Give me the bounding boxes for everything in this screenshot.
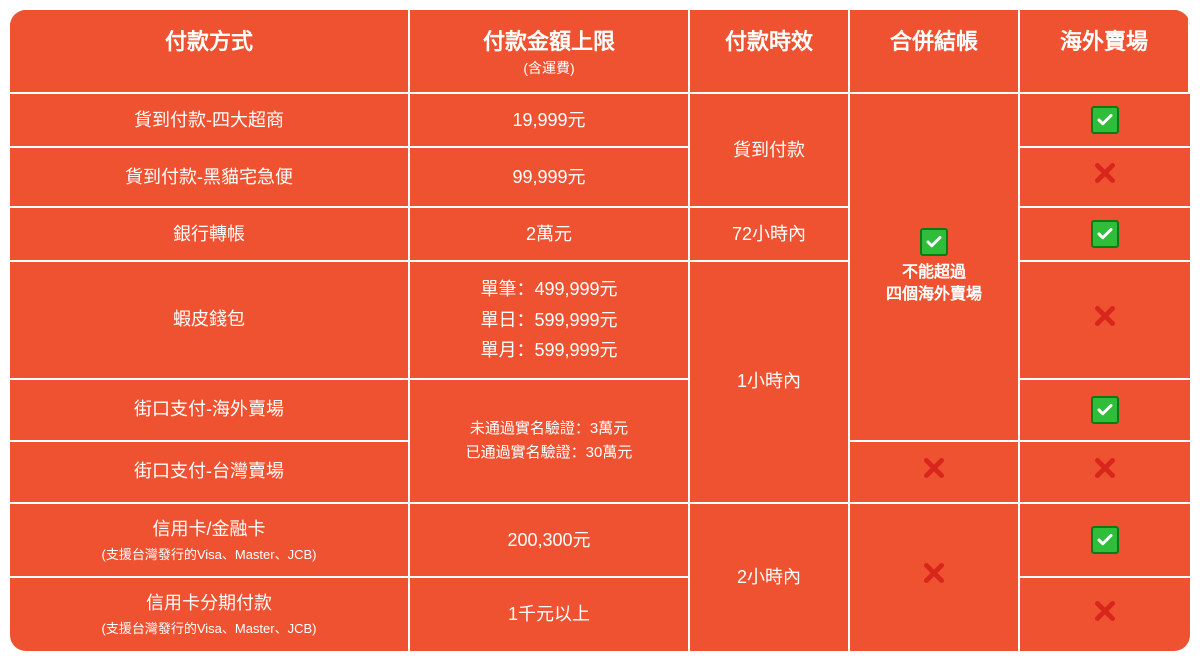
method-cod-blackcat: 貨到付款-黑貓宅急便 (10, 146, 410, 206)
method-credit-text: 信用卡/金融卡 (152, 516, 265, 543)
limit-wallet-l1: 單筆：499,999元 (480, 274, 617, 305)
overseas-r2 (1020, 206, 1190, 260)
method-jk-overseas: 街口支付-海外賣場 (10, 378, 410, 440)
cross-icon (1092, 160, 1118, 194)
method-jk-taiwan: 街口支付-台灣賣場 (10, 440, 410, 502)
limit-installment: 1千元以上 (410, 576, 690, 651)
check-icon (1091, 396, 1119, 424)
check-icon (1091, 106, 1119, 134)
limit-wallet-l3: 單月：599,999元 (480, 335, 617, 366)
merge-note-line2: 四個海外賣場 (886, 284, 982, 306)
overseas-r4 (1020, 378, 1190, 440)
cross-icon (921, 455, 947, 489)
method-bank: 銀行轉帳 (10, 206, 410, 260)
overseas-r6 (1020, 502, 1190, 577)
check-icon (920, 228, 948, 256)
table-grid: 付款方式 付款金額上限 (含運費) 付款時效 合併結帳 海外賣場 貨到付款-四大… (10, 10, 1190, 651)
header-overseas: 海外賣場 (1020, 10, 1190, 92)
header-merge: 合併結帳 (850, 10, 1020, 92)
merge-note: 不能超過 四個海外賣場 (886, 262, 982, 307)
timing-2hr: 2小時內 (690, 502, 850, 651)
limit-jk-l2: 已通過實名驗證：30萬元 (466, 441, 633, 465)
method-installment: 信用卡分期付款 (支援台灣發行的Visa、Master、JCB) (10, 576, 410, 651)
limit-bank: 2萬元 (410, 206, 690, 260)
method-installment-sub: (支援台灣發行的Visa、Master、JCB) (101, 619, 316, 639)
merge-note-line1: 不能超過 (886, 262, 982, 284)
header-timing: 付款時效 (690, 10, 850, 92)
overseas-r5 (1020, 440, 1190, 502)
limit-jk: 未通過實名驗證：3萬元 已通過實名驗證：30萬元 (410, 378, 690, 502)
limit-cod-store: 19,999元 (410, 92, 690, 146)
merge-allowed-group: 不能超過 四個海外賣場 (850, 92, 1020, 440)
method-credit-sub: (支援台灣發行的Visa、Master、JCB) (101, 545, 316, 565)
limit-cod-blackcat: 99,999元 (410, 146, 690, 206)
timing-bank: 72小時內 (690, 206, 850, 260)
limit-wallet: 單筆：499,999元 單日：599,999元 單月：599,999元 (410, 260, 690, 378)
cross-icon (1092, 598, 1118, 632)
method-cod-store: 貨到付款-四大超商 (10, 92, 410, 146)
cross-icon (921, 560, 947, 594)
merge-r5 (850, 440, 1020, 502)
cross-icon (1092, 303, 1118, 337)
overseas-r3 (1020, 260, 1190, 378)
overseas-r1 (1020, 146, 1190, 206)
check-icon (1091, 526, 1119, 554)
timing-1hr: 1小時內 (690, 260, 850, 502)
overseas-r0 (1020, 92, 1190, 146)
limit-wallet-l2: 單日：599,999元 (480, 305, 617, 336)
header-limit-text: 付款金額上限 (483, 29, 615, 54)
check-icon (1091, 220, 1119, 248)
limit-credit: 200,300元 (410, 502, 690, 577)
header-limit: 付款金額上限 (含運費) (410, 10, 690, 92)
merge-credit (850, 502, 1020, 651)
payment-table: 付款方式 付款金額上限 (含運費) 付款時效 合併結帳 海外賣場 貨到付款-四大… (10, 10, 1190, 651)
method-installment-text: 信用卡分期付款 (146, 590, 272, 617)
cross-icon (1092, 455, 1118, 489)
limit-jk-l1: 未通過實名驗證：3萬元 (470, 417, 628, 441)
header-limit-sub: (含運費) (418, 58, 680, 78)
timing-cod: 貨到付款 (690, 92, 850, 206)
header-method: 付款方式 (10, 10, 410, 92)
overseas-r7 (1020, 576, 1190, 651)
method-wallet: 蝦皮錢包 (10, 260, 410, 378)
method-credit: 信用卡/金融卡 (支援台灣發行的Visa、Master、JCB) (10, 502, 410, 577)
